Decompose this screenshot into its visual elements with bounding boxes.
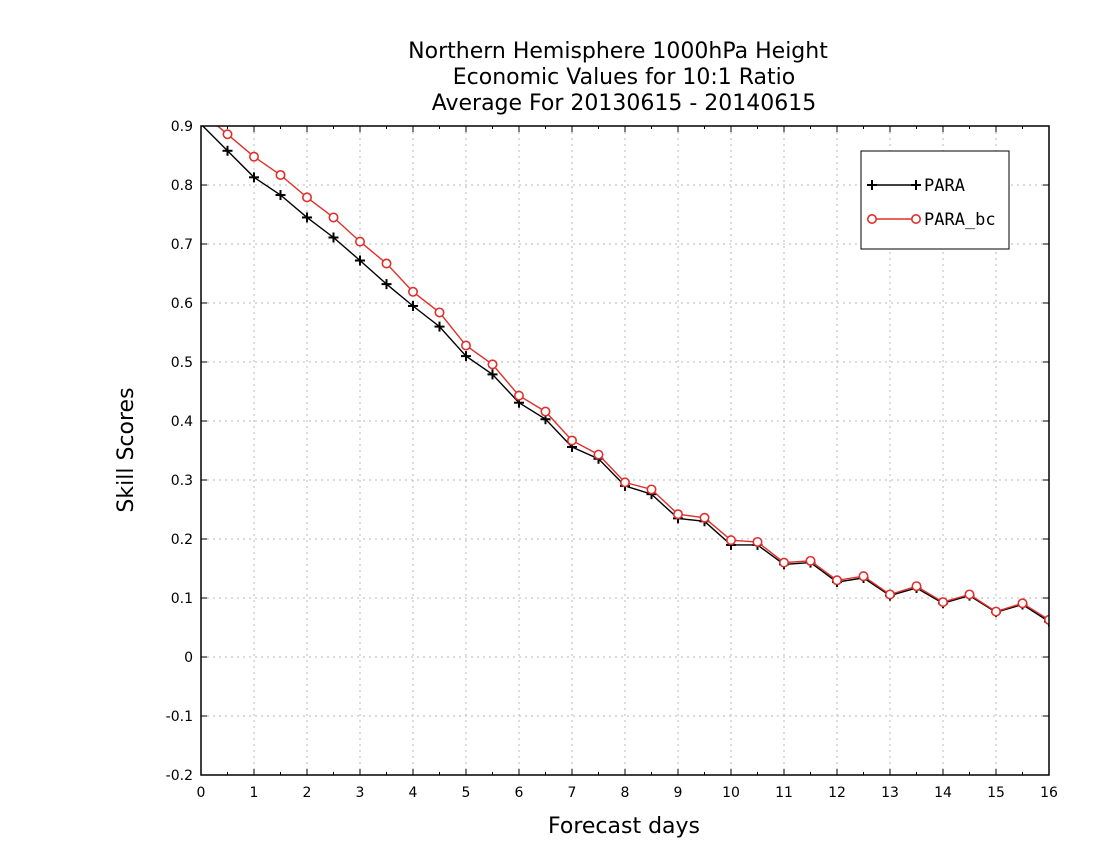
data-point	[408, 300, 418, 311]
title-line-3: Average For 20130615 - 20140615	[432, 91, 817, 116]
data-point	[805, 555, 816, 566]
data-point	[275, 169, 286, 180]
data-point	[778, 557, 789, 568]
data-point	[407, 286, 418, 297]
data-point	[911, 581, 922, 592]
data-point	[699, 512, 710, 523]
chart-title: Northern Hemisphere 1000hPa Height Econo…	[408, 39, 828, 116]
x-tick-label: 0	[197, 785, 206, 801]
data-point	[752, 536, 763, 547]
x-tick-label: 5	[462, 785, 471, 801]
x-tick-label: 16	[1040, 785, 1058, 801]
title-line-2: Economic Values for 10:1 Ratio	[453, 65, 795, 90]
x-tick-label: 1	[250, 785, 259, 801]
plot-series	[201, 126, 1049, 627]
data-point	[249, 172, 259, 183]
data-point	[354, 236, 365, 247]
data-point	[355, 255, 365, 266]
legend-marker-start	[866, 214, 877, 225]
data-point	[672, 509, 683, 520]
data-point	[461, 351, 471, 362]
data-point	[487, 359, 498, 370]
x-tick-label: 3	[356, 785, 365, 801]
y-tick-label: 0	[184, 650, 193, 666]
data-point	[646, 484, 657, 495]
data-point	[619, 477, 630, 488]
x-tick-label: 13	[881, 785, 899, 801]
data-point	[1017, 598, 1028, 609]
data-point	[381, 279, 392, 290]
data-point	[593, 449, 604, 460]
legend: PARA PARA_bc	[860, 150, 1010, 250]
data-point	[884, 589, 895, 600]
x-axis-label: Forecast days	[548, 814, 700, 839]
x-tick-label: 11	[775, 785, 793, 801]
x-tick-label: 2	[303, 785, 312, 801]
y-tick-label: 0.1	[171, 591, 193, 607]
x-tick-label: 4	[409, 785, 418, 801]
data-point	[434, 321, 445, 332]
data-point	[328, 232, 339, 243]
data-point	[301, 192, 312, 203]
legend-item: PARA	[867, 176, 965, 196]
y-tick-label: 0.3	[171, 473, 193, 489]
legend-marker-end	[911, 180, 921, 190]
y-tick-label: 0.8	[171, 178, 193, 194]
series-para-bc	[216, 126, 1049, 625]
data-point	[990, 606, 1001, 617]
data-point	[460, 340, 471, 351]
data-point	[249, 151, 260, 162]
y-tick-label: 0.9	[171, 119, 193, 135]
data-point	[222, 129, 233, 140]
y-tick-label: 0.7	[171, 237, 193, 253]
y-tick-label: 0.2	[171, 532, 193, 548]
legend-marker-end	[910, 214, 921, 225]
data-point	[328, 212, 339, 223]
y-tick-label: -0.2	[166, 768, 193, 784]
legend-box	[860, 150, 1010, 250]
data-point	[302, 212, 312, 223]
legend-marker-start	[867, 180, 877, 190]
x-tick-label: 9	[674, 785, 683, 801]
data-point	[937, 597, 948, 608]
x-tick-label: 12	[828, 785, 846, 801]
data-point	[487, 369, 498, 380]
legend-label: PARA	[924, 176, 965, 196]
y-tick-label: 0.6	[171, 296, 193, 312]
y-tick-label: 0.5	[171, 355, 193, 371]
data-point	[831, 575, 842, 586]
plot-frame	[200, 125, 1050, 776]
data-point	[513, 390, 524, 401]
legend-label: PARA_bc	[924, 210, 996, 230]
data-point	[858, 571, 869, 582]
data-point	[725, 535, 736, 546]
gridlines	[201, 126, 1049, 775]
x-tick-label: 10	[722, 785, 740, 801]
title-line-1: Northern Hemisphere 1000hPa Height	[408, 39, 828, 64]
data-point	[275, 190, 286, 201]
data-point	[381, 258, 392, 269]
y-axis-label: Skill Scores	[114, 387, 139, 512]
x-tick-label: 14	[934, 785, 952, 801]
x-tick-label: 6	[515, 785, 524, 801]
x-tick-label: 8	[621, 785, 630, 801]
data-point	[964, 589, 975, 600]
data-point	[222, 145, 233, 156]
legend-item: PARA_bc	[866, 210, 996, 230]
y-tick-label: -0.1	[166, 709, 193, 725]
x-tick-label: 15	[987, 785, 1005, 801]
data-point	[540, 406, 551, 417]
data-point	[434, 307, 445, 318]
axis-ticks: 0 1 2 3 4 5 6 7 8 9 10 11 12 13 14 15 160.90.80.70.60.50…	[166, 119, 1058, 801]
data-point	[1044, 614, 1049, 625]
y-tick-label: 0.4	[171, 414, 193, 430]
x-tick-label: 7	[568, 785, 577, 801]
data-point	[566, 435, 577, 446]
